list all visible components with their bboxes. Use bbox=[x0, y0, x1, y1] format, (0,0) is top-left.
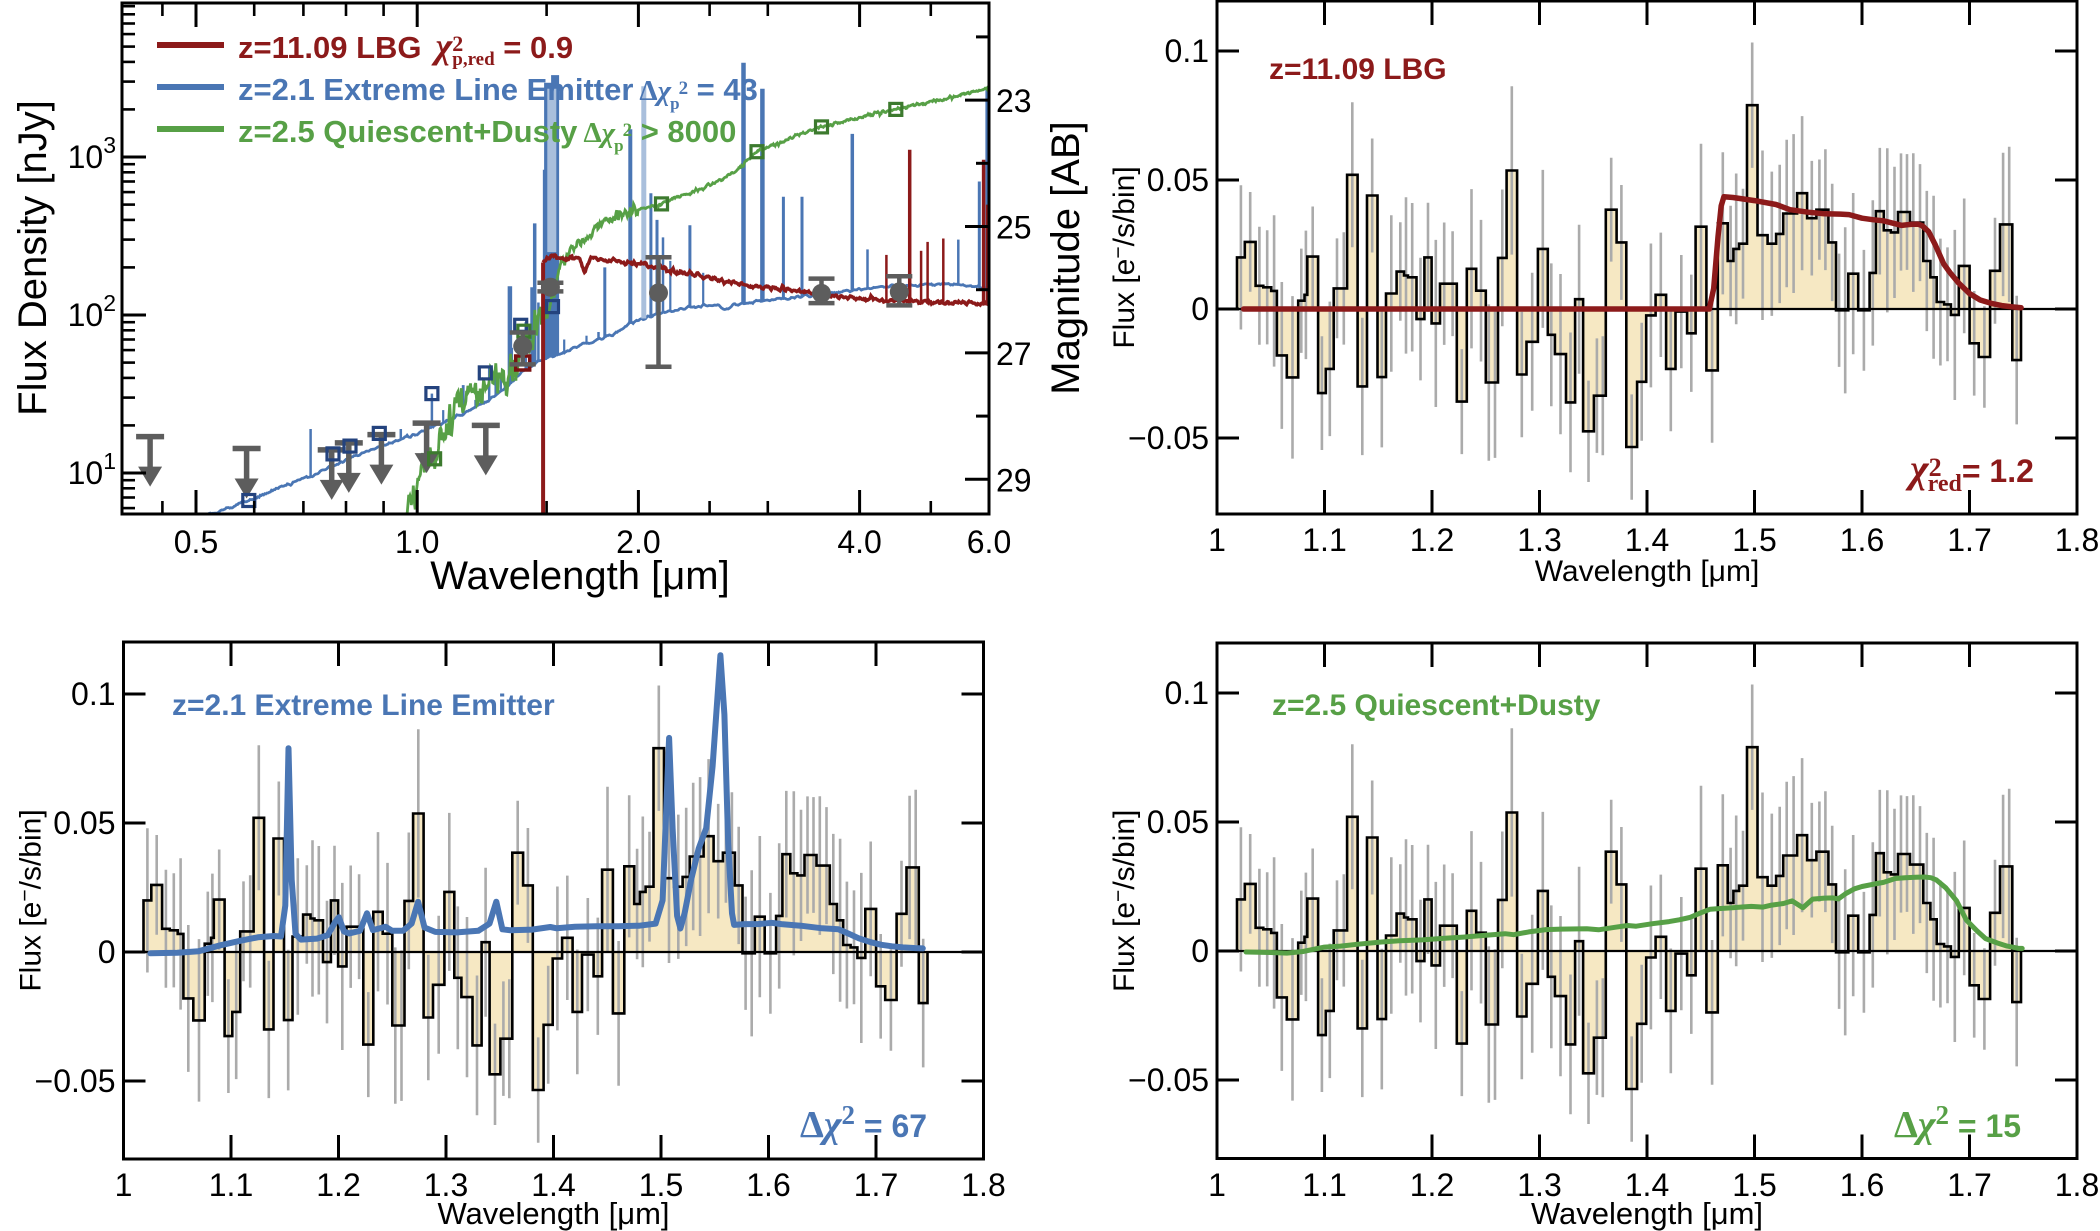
svg-text:27: 27 bbox=[996, 336, 1032, 372]
svg-text:1.4: 1.4 bbox=[1625, 522, 1669, 558]
svg-text:0.5: 0.5 bbox=[174, 524, 218, 560]
svg-text:1.5: 1.5 bbox=[1732, 522, 1776, 558]
svg-text:1.5: 1.5 bbox=[639, 1167, 683, 1203]
svg-text:1.8: 1.8 bbox=[2055, 522, 2099, 558]
svg-text:1.4: 1.4 bbox=[531, 1167, 575, 1203]
svg-text:1: 1 bbox=[1208, 1167, 1226, 1203]
svg-text:0.05: 0.05 bbox=[1147, 804, 1209, 840]
svg-text:1.1: 1.1 bbox=[1302, 1167, 1346, 1203]
svg-text:1.2: 1.2 bbox=[1410, 1167, 1454, 1203]
svg-text:Wavelength [μm]: Wavelength [μm] bbox=[437, 1196, 669, 1231]
svg-text:23: 23 bbox=[996, 83, 1032, 119]
svg-text:Flux Density [nJy]: Flux Density [nJy] bbox=[11, 100, 55, 416]
svg-text:2.0: 2.0 bbox=[616, 524, 660, 560]
svg-text:1.7: 1.7 bbox=[1947, 1167, 1991, 1203]
svg-text:z=11.09 LBG: z=11.09 LBG bbox=[1269, 53, 1447, 86]
svg-text:−0.05: −0.05 bbox=[1128, 420, 1209, 456]
svg-text:0.05: 0.05 bbox=[1147, 162, 1209, 198]
svg-text:0.1: 0.1 bbox=[71, 676, 115, 712]
svg-text:1.7: 1.7 bbox=[854, 1167, 898, 1203]
svg-text:−0.05: −0.05 bbox=[1128, 1062, 1209, 1098]
svg-text:6.0: 6.0 bbox=[967, 524, 1011, 560]
svg-text:Magnitude [AB]: Magnitude [AB] bbox=[1044, 121, 1088, 395]
svg-text:0: 0 bbox=[1191, 933, 1209, 969]
svg-text:1.1: 1.1 bbox=[209, 1167, 253, 1203]
svg-text:Wavelength [μm]: Wavelength [μm] bbox=[1531, 1196, 1763, 1231]
svg-text:z=2.5 Quiescent+Dusty: z=2.5 Quiescent+Dusty bbox=[1272, 689, 1601, 722]
svg-text:1.3: 1.3 bbox=[424, 1167, 468, 1203]
svg-text:1.8: 1.8 bbox=[2055, 1167, 2099, 1203]
svg-text:−0.05: −0.05 bbox=[35, 1063, 116, 1099]
svg-text:0: 0 bbox=[1191, 291, 1209, 327]
svg-text:1: 1 bbox=[115, 1167, 133, 1203]
svg-text:1.5: 1.5 bbox=[1732, 1167, 1776, 1203]
svg-text:0.1: 0.1 bbox=[1165, 33, 1209, 69]
svg-text:Δχ2 = 15: Δχ2 = 15 bbox=[1894, 1100, 2021, 1146]
svg-text:1.0: 1.0 bbox=[395, 524, 439, 560]
svg-text:1.3: 1.3 bbox=[1517, 1167, 1561, 1203]
svg-text:1.6: 1.6 bbox=[746, 1167, 790, 1203]
svg-text:0: 0 bbox=[98, 934, 116, 970]
svg-text:25: 25 bbox=[996, 210, 1032, 246]
svg-text:0.1: 0.1 bbox=[1165, 675, 1209, 711]
svg-text:1.3: 1.3 bbox=[1517, 522, 1561, 558]
svg-text:1.2: 1.2 bbox=[316, 1167, 360, 1203]
svg-text:1.7: 1.7 bbox=[1947, 522, 1991, 558]
svg-text:1.8: 1.8 bbox=[961, 1167, 1005, 1203]
svg-text:Wavelength [μm]: Wavelength [μm] bbox=[1535, 555, 1760, 588]
svg-text:1.6: 1.6 bbox=[1840, 522, 1884, 558]
svg-text:z=2.1 Extreme Line Emitter: z=2.1 Extreme Line Emitter bbox=[172, 689, 555, 722]
svg-text:1: 1 bbox=[1208, 522, 1226, 558]
svg-text:102: 102 bbox=[68, 290, 116, 333]
svg-text:Flux [e−/s/bin]: Flux [e−/s/bin] bbox=[1107, 810, 1141, 992]
svg-text:1.1: 1.1 bbox=[1302, 522, 1346, 558]
svg-text:1.2: 1.2 bbox=[1410, 522, 1454, 558]
svg-text:Δχ2 = 67: Δχ2 = 67 bbox=[800, 1100, 927, 1146]
svg-text:4.0: 4.0 bbox=[837, 524, 881, 560]
svg-text:1.4: 1.4 bbox=[1625, 1167, 1669, 1203]
svg-text:0.05: 0.05 bbox=[53, 805, 115, 841]
svg-text:1.6: 1.6 bbox=[1840, 1167, 1884, 1203]
svg-text:29: 29 bbox=[996, 462, 1032, 498]
svg-text:Wavelength [μm]: Wavelength [μm] bbox=[430, 554, 729, 598]
